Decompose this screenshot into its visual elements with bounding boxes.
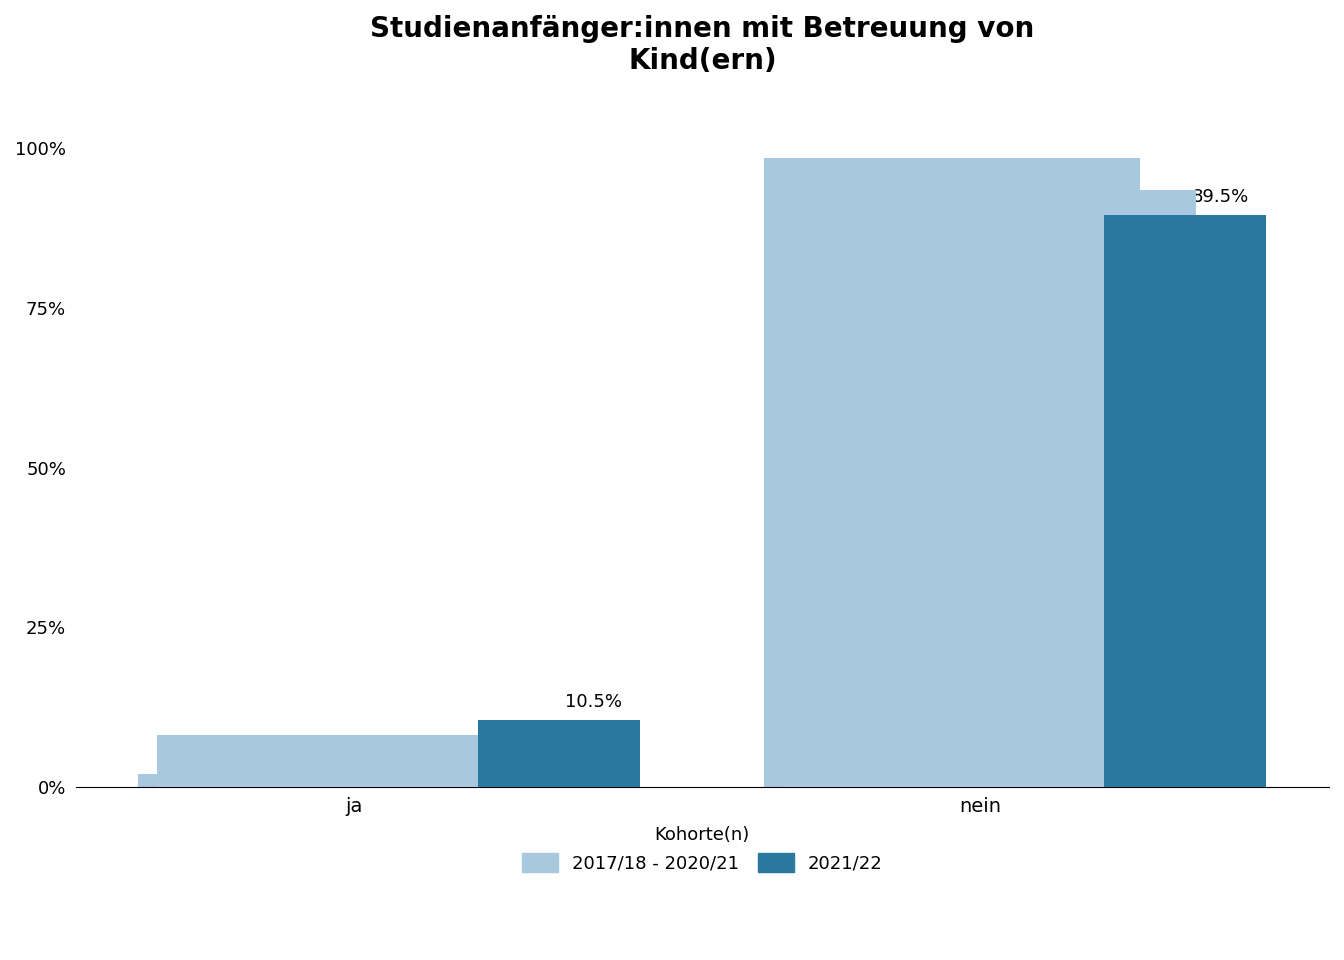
Bar <box>176 739 551 787</box>
Legend: 2017/18 - 2020/21, 2021/22: 2017/18 - 2020/21, 2021/22 <box>513 817 892 881</box>
Bar <box>784 190 1159 787</box>
Bar <box>802 193 1177 787</box>
Text: 10.5%: 10.5% <box>566 692 622 710</box>
Bar <box>765 157 1140 787</box>
Bar <box>195 737 570 787</box>
Bar <box>821 190 1196 787</box>
Bar <box>157 734 532 787</box>
Bar <box>477 720 640 787</box>
Bar <box>138 775 513 787</box>
Text: 89.5%: 89.5% <box>1191 188 1249 205</box>
Bar <box>1103 215 1266 787</box>
Title: Studienanfänger:innen mit Betreuung von
Kind(ern): Studienanfänger:innen mit Betreuung von … <box>370 15 1035 76</box>
